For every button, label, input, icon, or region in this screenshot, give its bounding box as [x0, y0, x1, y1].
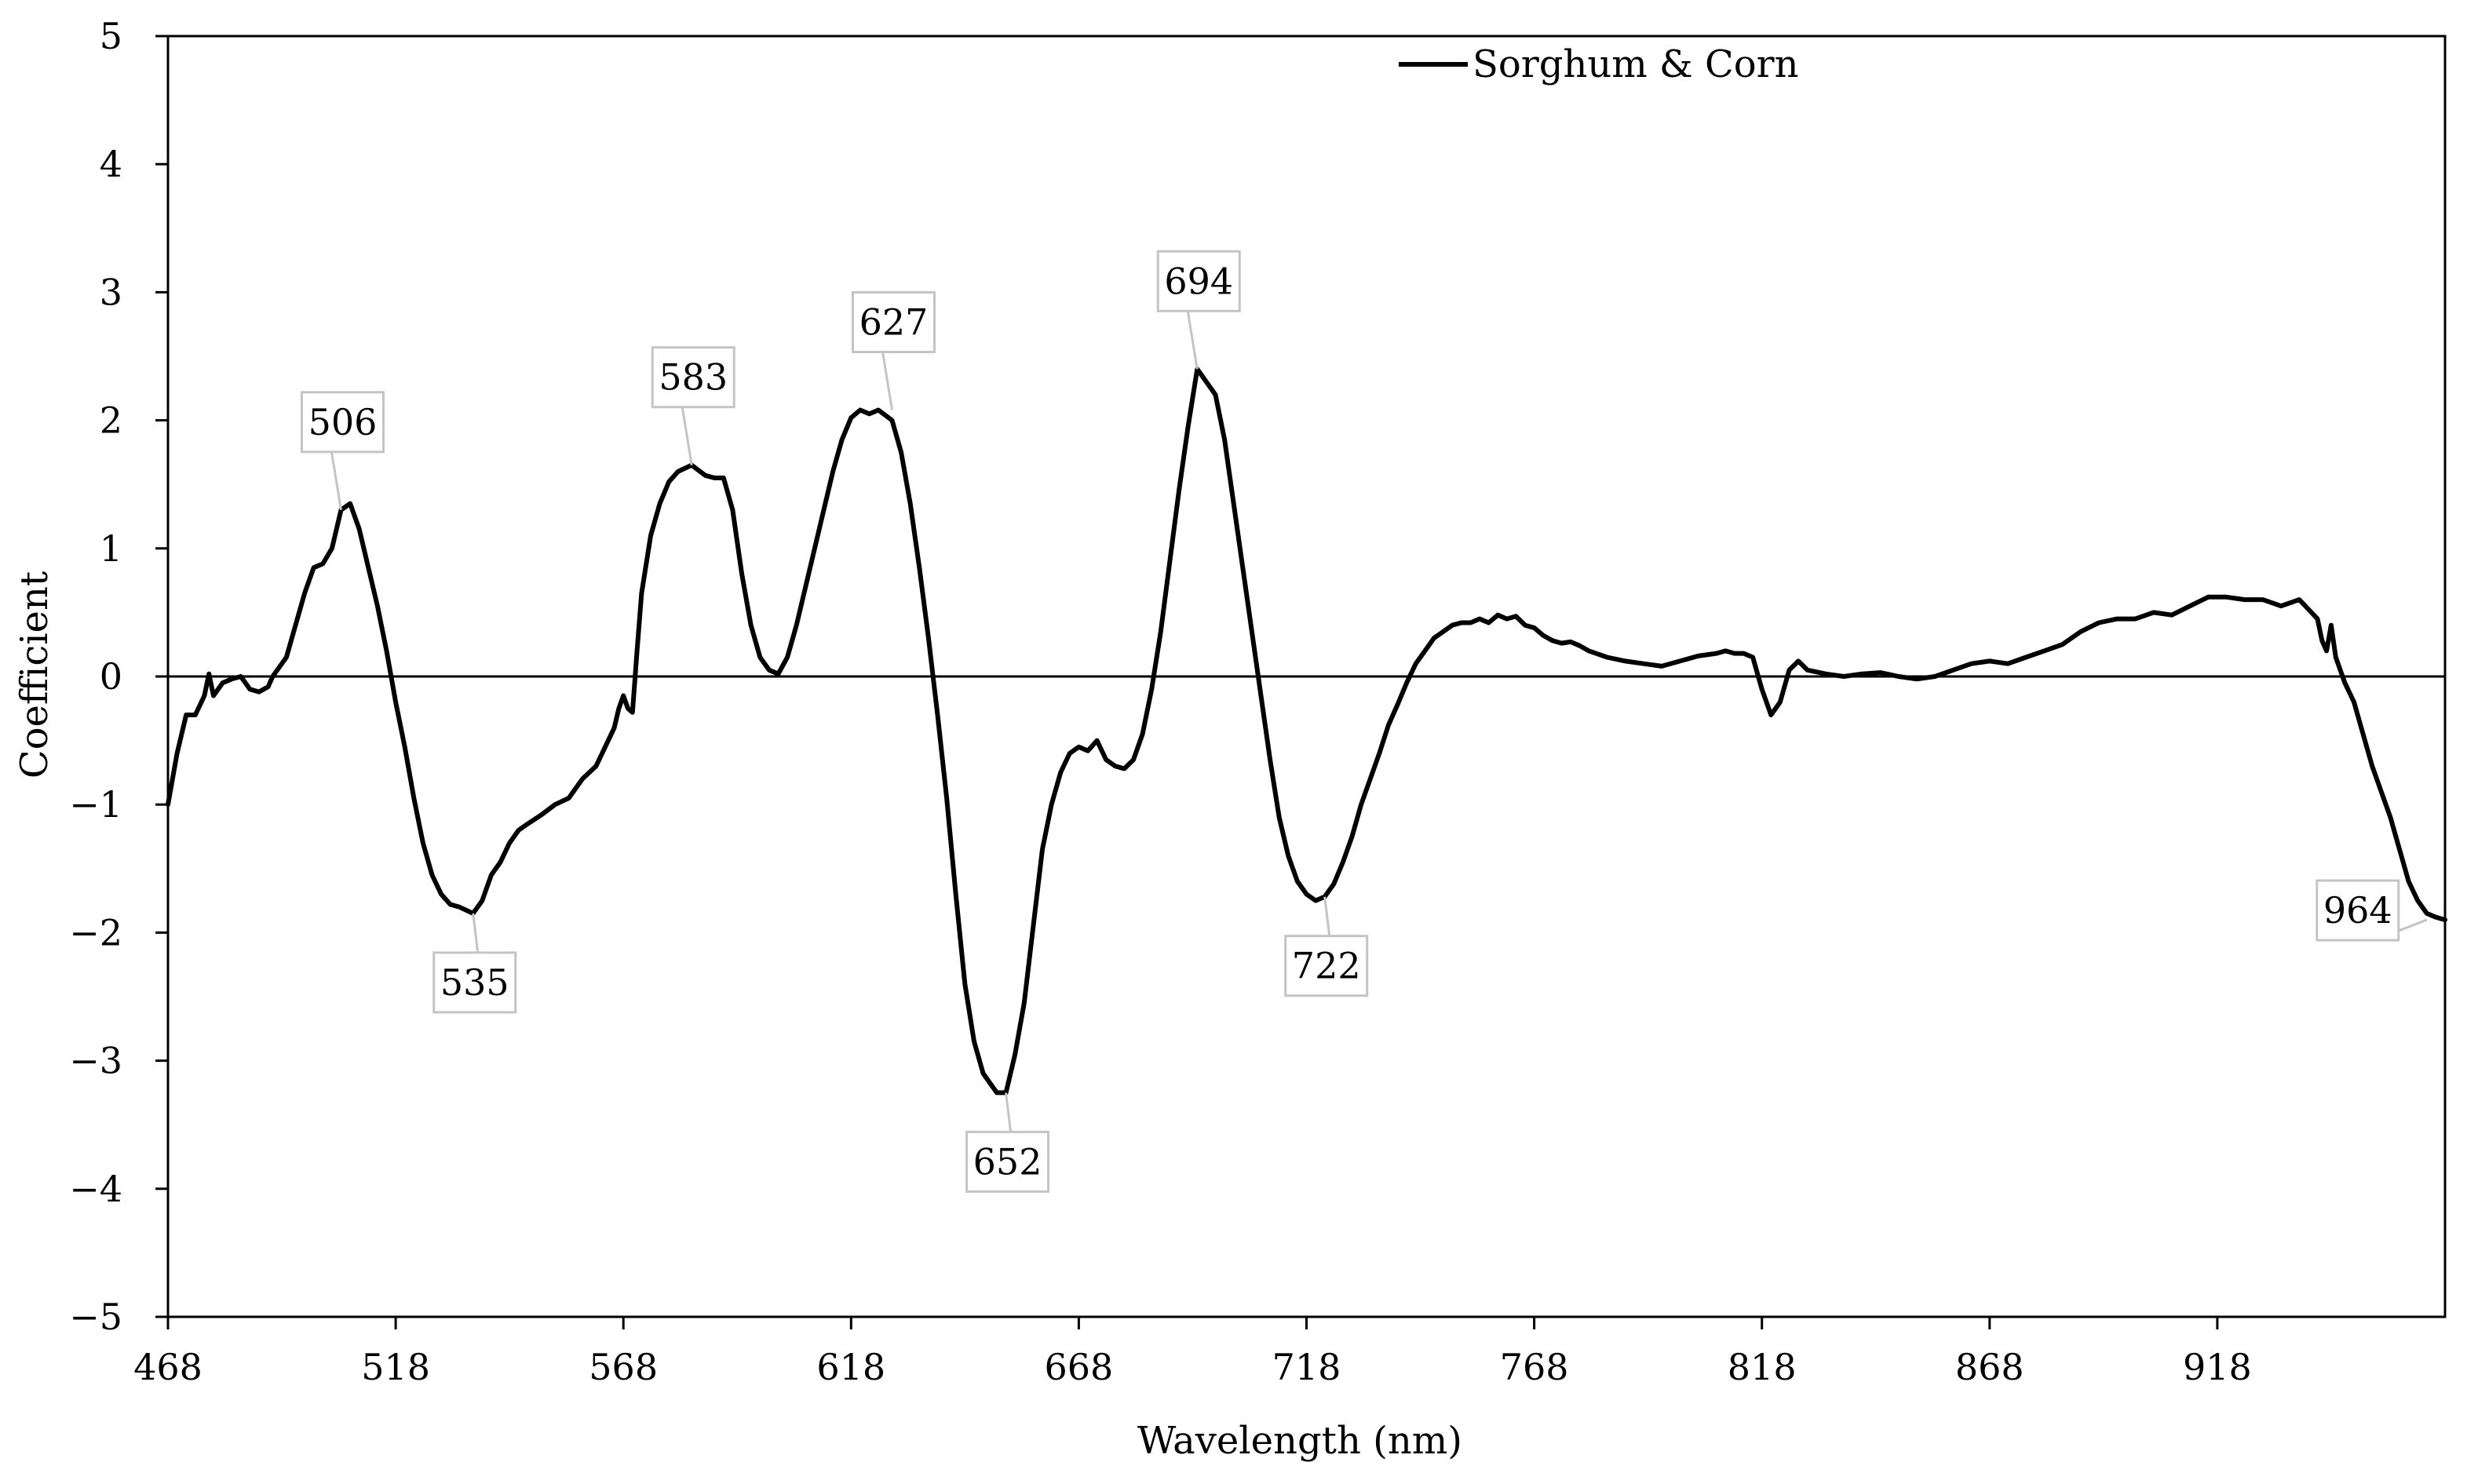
- annotation-layer: 506 583 627 694 535 652 722 964: [300, 250, 2428, 1193]
- callout-box: [965, 1130, 1050, 1193]
- legend: Sorghum & Corn: [1399, 42, 1799, 86]
- y-axis-title: Coefficient: [13, 571, 57, 778]
- data-label: 694: [1164, 260, 1233, 302]
- y-tick-label: 4: [100, 143, 122, 185]
- x-tick-label: 868: [1955, 1346, 2024, 1388]
- y-tick-label: 2: [100, 399, 122, 442]
- callout-pointer: [1186, 311, 1199, 370]
- x-tick-label: 918: [2183, 1346, 2252, 1388]
- data-callout: 964: [2316, 879, 2428, 942]
- x-tick-label: 618: [816, 1346, 885, 1388]
- series-layer: [166, 366, 2447, 1096]
- y-tick-label: −3: [69, 1040, 122, 1082]
- callout-box: [651, 346, 735, 409]
- callout-pointer: [2398, 918, 2428, 932]
- data-callout: 652: [965, 1092, 1050, 1193]
- data-label: 964: [2323, 889, 2392, 932]
- callout-box: [300, 391, 385, 454]
- callout-pointer: [881, 352, 893, 410]
- callout-box: [852, 291, 936, 354]
- data-label: 652: [973, 1140, 1042, 1183]
- y-tick-label: −2: [69, 911, 122, 953]
- callout-box: [432, 951, 517, 1014]
- y-tick-label: 5: [100, 15, 122, 57]
- x-tick-label: 718: [1272, 1346, 1341, 1388]
- data-callout: 506: [300, 391, 385, 511]
- data-callout: 694: [1156, 250, 1241, 370]
- callout-pointer: [472, 913, 480, 953]
- y-tick-label: 1: [100, 527, 122, 570]
- x-tick-label: 518: [361, 1346, 430, 1388]
- data-callout: 627: [852, 291, 936, 410]
- data-label: 722: [1292, 945, 1361, 987]
- data-label: 627: [859, 301, 929, 344]
- legend-entry-label: Sorghum & Corn: [1473, 42, 1799, 86]
- data-label: 535: [440, 961, 509, 1004]
- y-tick-label: 0: [100, 655, 122, 698]
- data-callout: 583: [651, 346, 735, 465]
- y-tick-label: −5: [69, 1296, 122, 1338]
- callout-pointer: [681, 407, 693, 465]
- data-callout: 722: [1284, 896, 1369, 997]
- x-tick-label: 768: [1500, 1346, 1569, 1388]
- y-tick-label: −1: [69, 783, 122, 826]
- x-tick-label: 468: [133, 1346, 203, 1388]
- callout-box: [1156, 250, 1241, 312]
- x-axis-title: Wavelength (nm): [1137, 1419, 1462, 1463]
- x-tick-label: 668: [1044, 1346, 1113, 1388]
- data-callout: 535: [432, 913, 517, 1014]
- callout-box: [1284, 935, 1369, 997]
- data-label: 506: [308, 401, 378, 443]
- callout-pointer: [1005, 1092, 1013, 1132]
- series-line: [166, 366, 2447, 1096]
- x-tick-label: 818: [1728, 1346, 1797, 1388]
- y-tick-label: 3: [100, 271, 122, 313]
- data-label: 583: [659, 356, 728, 399]
- ticks-layer: 468 518 568 618 668 718 768 818 868 918 −5 −4 −3 −2 −1…: [69, 15, 2252, 1388]
- x-tick-label: 568: [589, 1346, 658, 1388]
- callout-pointer: [1323, 896, 1331, 936]
- y-tick-label: −4: [69, 1168, 122, 1210]
- callout-box: [2316, 879, 2400, 942]
- callout-pointer: [330, 451, 342, 511]
